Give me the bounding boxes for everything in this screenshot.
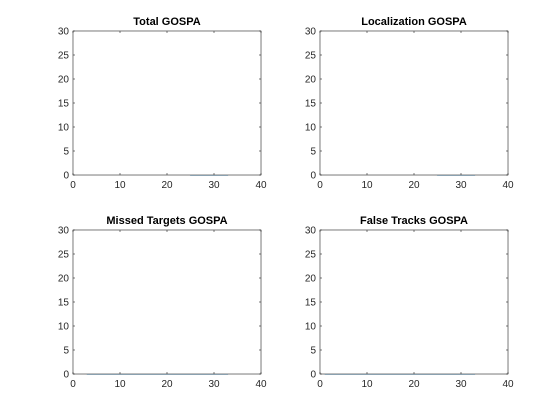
x-tick-label: 10 xyxy=(361,180,373,191)
y-tick-label: 5 xyxy=(310,346,316,357)
x-tick-label: 0 xyxy=(70,379,76,390)
subplot-missed-targets: 0 10 20 30 40 0 5 10 15 20 25 30 Missed Targets GOSP… xyxy=(58,215,267,390)
x-tick-label: 30 xyxy=(208,180,220,191)
x-tick-label: 10 xyxy=(361,379,373,390)
y-tick-label: 20 xyxy=(58,274,70,285)
axes-box xyxy=(72,229,262,375)
x-tick-label: 20 xyxy=(161,379,173,390)
y-tick-label: 25 xyxy=(305,250,317,261)
axes-box xyxy=(319,30,509,176)
subplot-title: Missed Targets GOSPA xyxy=(106,215,227,227)
x-tick-label: 0 xyxy=(70,180,76,191)
subplot-false-tracks: 0 10 20 30 40 0 5 10 15 20 25 30 False Tracks GOSPA xyxy=(305,215,514,390)
y-tick-label: 0 xyxy=(310,171,316,182)
y-tick-label: 20 xyxy=(58,75,70,86)
y-tick-label: 30 xyxy=(58,226,70,237)
y-tick-label: 5 xyxy=(63,147,69,158)
y-tick-label: 15 xyxy=(58,99,70,110)
y-tick-label: 15 xyxy=(305,99,317,110)
y-tick-label: 25 xyxy=(58,51,70,62)
y-tick-label: 15 xyxy=(58,298,70,309)
y-tick-label: 25 xyxy=(305,51,317,62)
x-tick-label: 0 xyxy=(317,379,323,390)
x-tick-label: 40 xyxy=(255,379,267,390)
subplot-total: 0 10 20 30 40 0 5 10 15 20 25 30 Total GOSPA xyxy=(58,16,267,191)
axes-box xyxy=(319,229,509,375)
y-tick-label: 0 xyxy=(63,370,69,381)
x-tick-label: 10 xyxy=(114,180,126,191)
subplot-title: Total GOSPA xyxy=(133,16,200,28)
y-tick-label: 10 xyxy=(58,322,70,333)
axes-box xyxy=(72,30,262,176)
y-tick-label: 10 xyxy=(58,123,70,134)
x-tick-label: 20 xyxy=(408,379,420,390)
y-tick-label: 20 xyxy=(305,274,317,285)
x-tick-label: 30 xyxy=(455,180,467,191)
y-tick-label: 10 xyxy=(305,322,317,333)
subplot-localization: 0 10 20 30 40 0 5 10 15 20 25 30 Localization GOSPA xyxy=(305,16,514,191)
x-tick-label: 30 xyxy=(208,379,220,390)
y-tick-label: 5 xyxy=(310,147,316,158)
y-tick-label: 25 xyxy=(58,250,70,261)
y-tick-label: 15 xyxy=(305,298,317,309)
subplot-title: Localization GOSPA xyxy=(361,16,467,28)
x-tick-label: 40 xyxy=(255,180,267,191)
x-tick-label: 20 xyxy=(161,180,173,191)
x-tick-label: 10 xyxy=(114,379,126,390)
y-tick-label: 20 xyxy=(305,75,317,86)
y-tick-label: 0 xyxy=(310,370,316,381)
subplot-title: False Tracks GOSPA xyxy=(360,215,468,227)
y-tick-label: 0 xyxy=(63,171,69,182)
x-tick-label: 40 xyxy=(502,379,514,390)
x-tick-label: 20 xyxy=(408,180,420,191)
y-tick-label: 10 xyxy=(305,123,317,134)
x-tick-label: 40 xyxy=(502,180,514,191)
y-tick-label: 30 xyxy=(305,226,317,237)
x-tick-label: 0 xyxy=(317,180,323,191)
y-tick-label: 5 xyxy=(63,346,69,357)
x-tick-label: 30 xyxy=(455,379,467,390)
y-tick-label: 30 xyxy=(305,27,317,38)
y-tick-label: 30 xyxy=(58,27,70,38)
